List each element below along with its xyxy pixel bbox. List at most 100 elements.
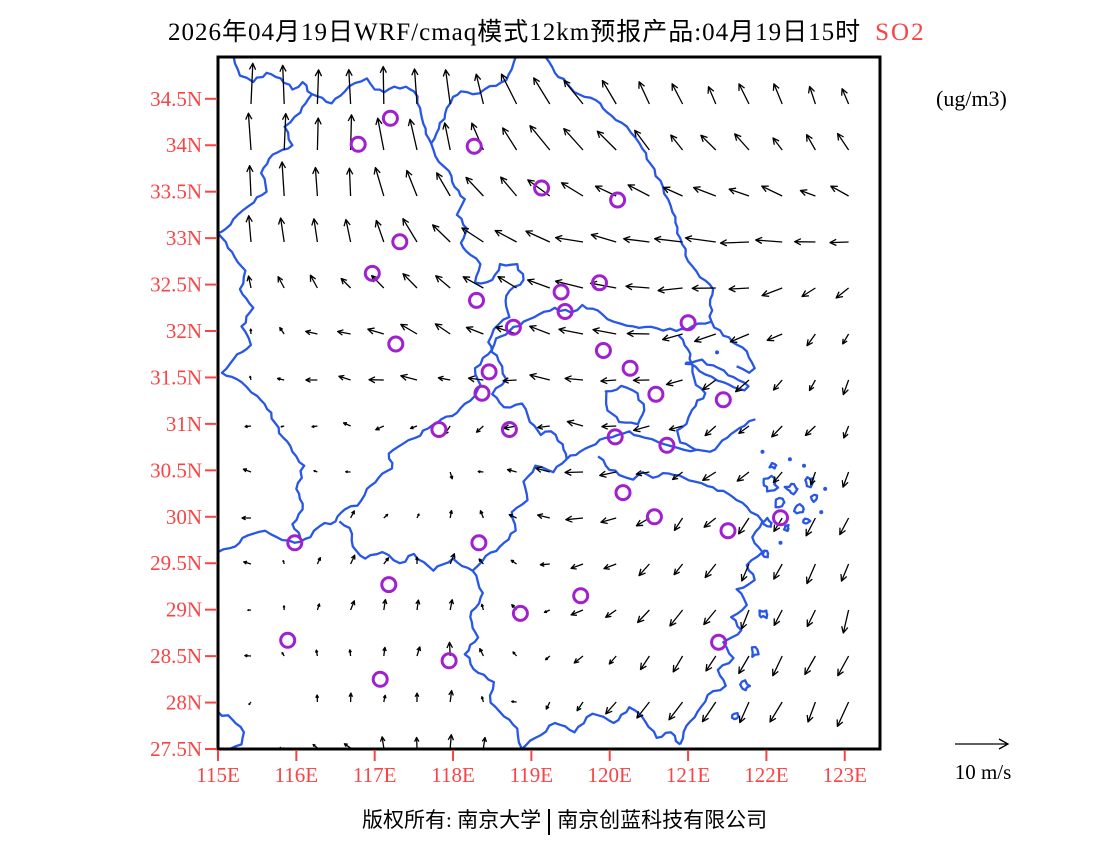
wind-vector-arrow [805,563,816,585]
station-circle [387,335,405,353]
wind-vector-arrow [279,64,287,105]
wind-vector-arrow [605,701,617,715]
wind-vector-arrow [668,425,683,432]
wind-vector-arrow [383,513,389,519]
lon-tick-label: 117E [353,763,397,787]
wind-vector-arrow [494,229,517,243]
wind-vector-arrow [467,375,484,383]
wind-vector-arrow [379,736,386,749]
wind-vector-arrow [639,655,650,671]
wind-vector-arrow [836,701,850,728]
wind-vector-arrow [336,329,351,336]
wind-vector-arrow [543,609,551,614]
wind-vector-arrow [809,471,817,486]
wind-vector-arrow [564,375,584,383]
wind-vector-arrow [245,112,253,151]
boundary-chongming-island [684,358,750,392]
wind-vector-arrow [626,329,650,338]
wind-vector-arrow [601,79,617,105]
boundary-layer [218,57,850,749]
wind-vector-arrow [448,689,454,703]
wind-vector-arrow [400,373,418,381]
lon-tick-label: 118E [431,763,475,787]
wind-vector-arrow [563,127,584,151]
island [750,645,760,658]
wind-vector-arrow [830,185,849,197]
lon-tick-label: 120E [588,763,632,787]
wind-vector-arrow [814,747,816,749]
wind-vector-arrow [636,701,650,719]
wind-vector-arrow [590,232,617,243]
wind-vector-arrow [799,189,816,197]
station-layer [279,109,789,688]
island [802,463,807,468]
wind-vector-arrow [806,609,816,628]
wind-vector-arrow [311,218,319,243]
island [761,549,770,559]
station-circle [504,318,522,336]
wind-vector-arrow [462,276,484,289]
wind-vector-arrow [345,68,353,105]
wind-vector-arrow [383,557,390,565]
wind-vector-arrow [402,218,418,243]
wind-vector-arrow [836,132,850,151]
lon-tick-label: 116E [275,763,319,787]
wind-vector-arrow [345,470,351,474]
wind-vector-arrow [670,134,684,151]
wind-vector-arrow [448,599,455,611]
wind-vector-arrow [841,379,850,396]
station-circle [679,314,697,332]
lat-tick-label: 30N [166,505,202,529]
lon-tick-label: 115E [196,763,240,787]
wind-vector-arrow [565,515,584,523]
wind-vector-arrow [246,164,254,197]
wind-scale-arrow [955,738,1010,750]
wind-vector-arrow [738,701,750,724]
wind-vector-arrow [608,655,617,665]
station-circle [606,428,624,446]
station-circle [621,359,639,377]
wind-vector-arrow [701,379,717,391]
wind-vector-arrow [313,469,318,473]
wind-vector-arrow [342,422,351,427]
wind-vector-arrow [409,425,418,430]
station-circle [480,363,498,381]
island [778,540,783,545]
wind-vector-arrow [573,655,584,664]
wind-vector-arrow [315,694,320,703]
wind-vector-arrow [382,694,387,703]
wind-vector-arrow [374,219,385,243]
station-circle [371,670,389,688]
wind-vector-arrow [500,176,518,197]
wind-vector-arrow [673,517,684,532]
wind-vector-arrow [402,273,418,289]
wind-vector-arrow [510,559,517,565]
wind-vector-arrow [434,323,451,335]
wind-vector-arrow [529,125,551,151]
wind-vector-arrow [761,287,783,297]
wind-vector-arrow [437,375,451,382]
wind-vector-arrow [592,327,617,335]
wind-vector-arrow [249,328,253,335]
wind-vector-arrow [537,423,550,430]
wind-vector-arrow [346,167,354,197]
wind-vector-arrow [449,553,456,565]
island [761,516,773,528]
station-circle [591,274,608,292]
lon-tick-label: 122E [744,763,788,787]
station-circle [552,283,570,301]
wind-vector-arrow [701,701,717,723]
wind-vector-arrow [442,69,451,105]
wind-vector-arrow [638,563,650,577]
wind-vector-arrow [740,563,750,582]
wind-vector-arrow [407,118,418,151]
wind-vector-arrow [312,743,318,749]
wind-vector-arrow [835,287,850,299]
wind-vector-arrow [772,83,783,105]
wind-vector-arrow [343,743,351,749]
wind-vector-arrow [281,651,285,657]
copyright-line: 版权所有: 南京大学 南京创蓝科技有限公司 [362,804,767,836]
wind-vector-arrow [627,184,650,197]
wind-vector-arrow [535,466,550,473]
station-circle [556,303,574,320]
